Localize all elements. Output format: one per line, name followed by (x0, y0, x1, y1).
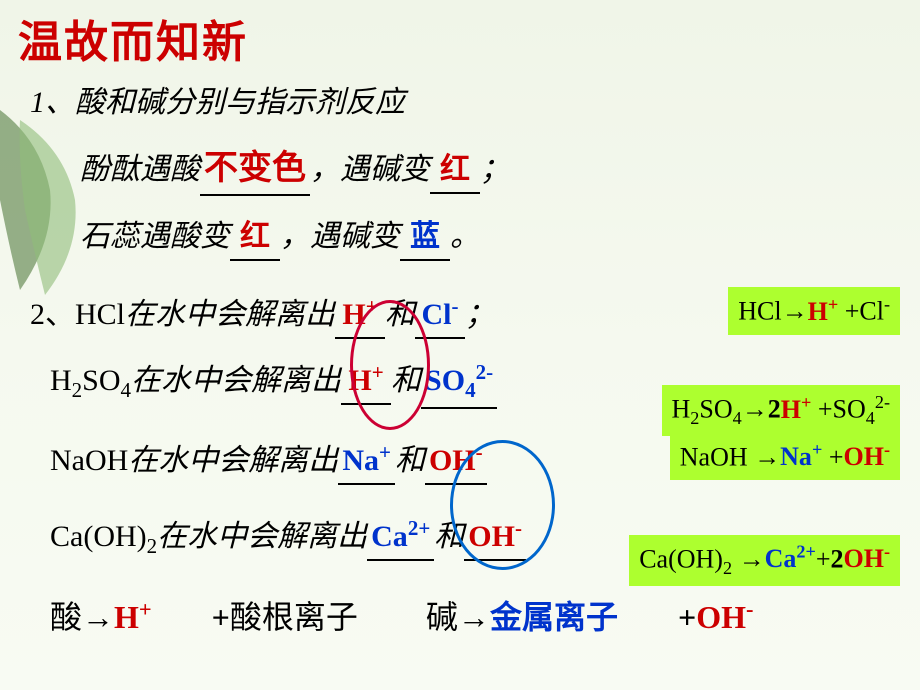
q2-h2so4-ans2: SO42- (421, 357, 497, 409)
q2-and4: 和 (434, 520, 464, 553)
summary-line: 酸→H++酸根离子 碱→金属离子+OH- (30, 592, 890, 641)
q2-naoh-ans1: Na+ (338, 437, 395, 485)
q2-naoh-line: NaOH在水中会解离出Na+和OH- NaOH →Na+ +OH- (30, 437, 890, 485)
box-caoh: Ca(OH)2 →Ca2++2OH- (629, 535, 900, 586)
q2-naoh-ans2: OH- (425, 437, 487, 485)
q2-h2so4-line: H2SO4在水中会解离出H+和SO42- H2SO4→2H+ +SO42- (30, 357, 890, 409)
page-title: 温故而知新 (0, 0, 920, 70)
q1-l1-end: ； (480, 153, 510, 186)
q1-line1: 酚酞遇酸不变色，遇碱变红； (30, 143, 890, 196)
q2-hcl-ans2: Cl- (415, 291, 465, 339)
q2-hcl-ans1: H+ (335, 291, 385, 339)
q1-l2-end: 。 (450, 220, 480, 253)
q1-l2-ans1: 红 (230, 214, 280, 261)
q1-l1-ans2: 红 (430, 147, 480, 194)
q2-hcl-pre: 2、HCl (30, 298, 125, 331)
q1-l1-pre: 酚酞遇酸 (80, 153, 200, 186)
box-h2so4: H2SO4→2H+ +SO42- (662, 385, 900, 436)
q1-l2-pre: 石蕊遇酸变 (80, 220, 230, 253)
q1-l1-mid: ，遇碱变 (310, 153, 430, 186)
q2-naoh-pre: NaOH (50, 444, 128, 477)
q1-l2-ans2: 蓝 (400, 214, 450, 261)
q2-naoh-text: 在水中会解离出 (128, 444, 338, 477)
q2-h2so4-pre: H2SO4 (50, 364, 131, 397)
q2-caoh-text: 在水中会解离出 (157, 520, 367, 553)
summary-acid: 酸→H++酸根离子 (50, 599, 358, 635)
box-hcl: HCl→H+ +Cl- (728, 287, 900, 335)
q2-and3: 和 (395, 444, 425, 477)
q2-hcl-line: 2、HCl在水中会解离出H+和Cl-； HCl→H+ +Cl- (30, 291, 890, 339)
q1-l2-mid: ，遇碱变 (280, 220, 400, 253)
q2-caoh-line: Ca(OH)2在水中会解离出Ca2+和OH- Ca(OH)2 →Ca2++2OH… (30, 513, 890, 563)
q2-and1: 和 (385, 298, 415, 331)
q2-caoh-ans1: Ca2+ (367, 513, 434, 561)
box-naoh: NaOH →Na+ +OH- (670, 433, 900, 481)
q2-h2so4-text: 在水中会解离出 (131, 364, 341, 397)
q2-hcl-end: ； (465, 298, 495, 331)
q1-line2: 石蕊遇酸变红，遇碱变蓝。 (30, 214, 890, 261)
content-area: 1、酸和碱分别与指示剂反应 酚酞遇酸不变色，遇碱变红； 石蕊遇酸变红，遇碱变蓝。… (0, 70, 920, 641)
q2-hcl-text: 在水中会解离出 (125, 298, 335, 331)
q2-and2: 和 (391, 364, 421, 397)
q2-h2so4-ans1: H+ (341, 357, 391, 405)
q1-l1-ans1: 不变色 (200, 143, 310, 196)
summary-base: 碱→金属离子+OH- (426, 599, 814, 635)
q2-caoh-ans2: OH- (464, 513, 526, 561)
q1-heading: 1、酸和碱分别与指示剂反应 (30, 80, 890, 125)
q2-caoh-pre: Ca(OH)2 (50, 520, 157, 553)
